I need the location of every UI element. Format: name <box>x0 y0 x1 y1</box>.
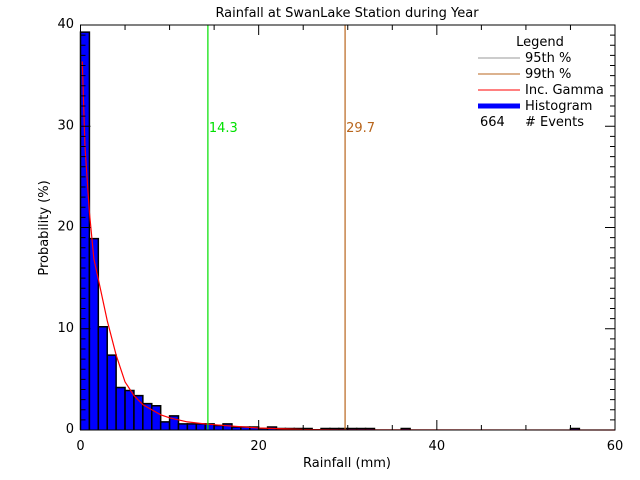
y-tick-label: 20 <box>57 220 74 235</box>
histogram-bar <box>249 426 259 430</box>
x-tick-label: 60 <box>607 439 624 454</box>
histogram-bar <box>240 426 250 430</box>
histogram-bar <box>133 395 143 430</box>
histogram-bar <box>196 423 206 430</box>
histogram-bar <box>107 355 117 430</box>
histogram-bar <box>178 423 188 430</box>
y-tick-label: 40 <box>57 17 74 32</box>
y-axis-label: Probability (%) <box>37 180 52 275</box>
legend-events-count: 664 <box>480 115 505 130</box>
histogram-bar <box>187 423 197 430</box>
histogram-bar <box>570 428 580 430</box>
gamma-curve-group <box>81 61 616 431</box>
histogram-bar <box>160 421 170 430</box>
histogram-bar <box>258 428 268 430</box>
histogram-bar <box>98 326 108 430</box>
legend-histogram-label: Histogram <box>525 99 592 114</box>
y-tick-label: 10 <box>57 321 74 336</box>
histogram-bar-outline <box>168 415 180 430</box>
histogram-bar <box>116 387 126 430</box>
chart-title: Rainfall at SwanLake Station during Year <box>215 6 479 21</box>
x-tick-label: 40 <box>429 439 446 454</box>
x-tick-label: 20 <box>250 439 267 454</box>
histogram-bar-outline <box>364 427 376 430</box>
percentile-lines: 14.3 29.7 <box>207 25 375 430</box>
x-axis-label: Rainfall (mm) <box>303 456 391 471</box>
histogram-bar <box>80 32 90 431</box>
histogram-bar <box>347 428 357 430</box>
legend-gamma-label: Inc. Gamma <box>525 83 604 98</box>
legend-events-label: # Events <box>525 115 584 130</box>
percentile-label-95th: 14.3 <box>209 121 238 136</box>
percentile-label-99th: 29.7 <box>346 121 375 136</box>
histogram-bar <box>214 425 224 430</box>
histogram-bar <box>205 423 215 430</box>
histogram-bar <box>142 403 152 430</box>
histogram-bars <box>79 31 581 431</box>
y-tick-label: 0 <box>66 422 74 437</box>
legend-95th-label: 95th % <box>525 51 571 66</box>
histogram-bar <box>151 405 161 430</box>
legend-99th-label: 99th % <box>525 67 571 82</box>
histogram-bar <box>125 390 134 430</box>
histogram-bar-outline <box>151 404 162 430</box>
histogram-bar <box>356 428 366 430</box>
histogram-bar-outline <box>400 427 411 430</box>
y-tick-label: 30 <box>57 118 74 133</box>
legend-title: Legend <box>516 35 564 50</box>
histogram-bar <box>231 426 241 430</box>
histogram-bar <box>223 423 232 430</box>
histogram-bar <box>89 238 99 430</box>
histogram-bar <box>338 428 348 430</box>
histogram-bar <box>401 428 411 430</box>
histogram-bar <box>365 428 375 430</box>
gamma-curve-line <box>81 61 616 431</box>
axes: 0 20 40 60 0 10 20 30 40 <box>57 17 623 454</box>
histogram-bar <box>169 415 179 430</box>
x-tick-label: 0 <box>76 439 84 454</box>
legend: Legend 95th % 99th % Inc. Gamma Histogra… <box>478 35 604 130</box>
